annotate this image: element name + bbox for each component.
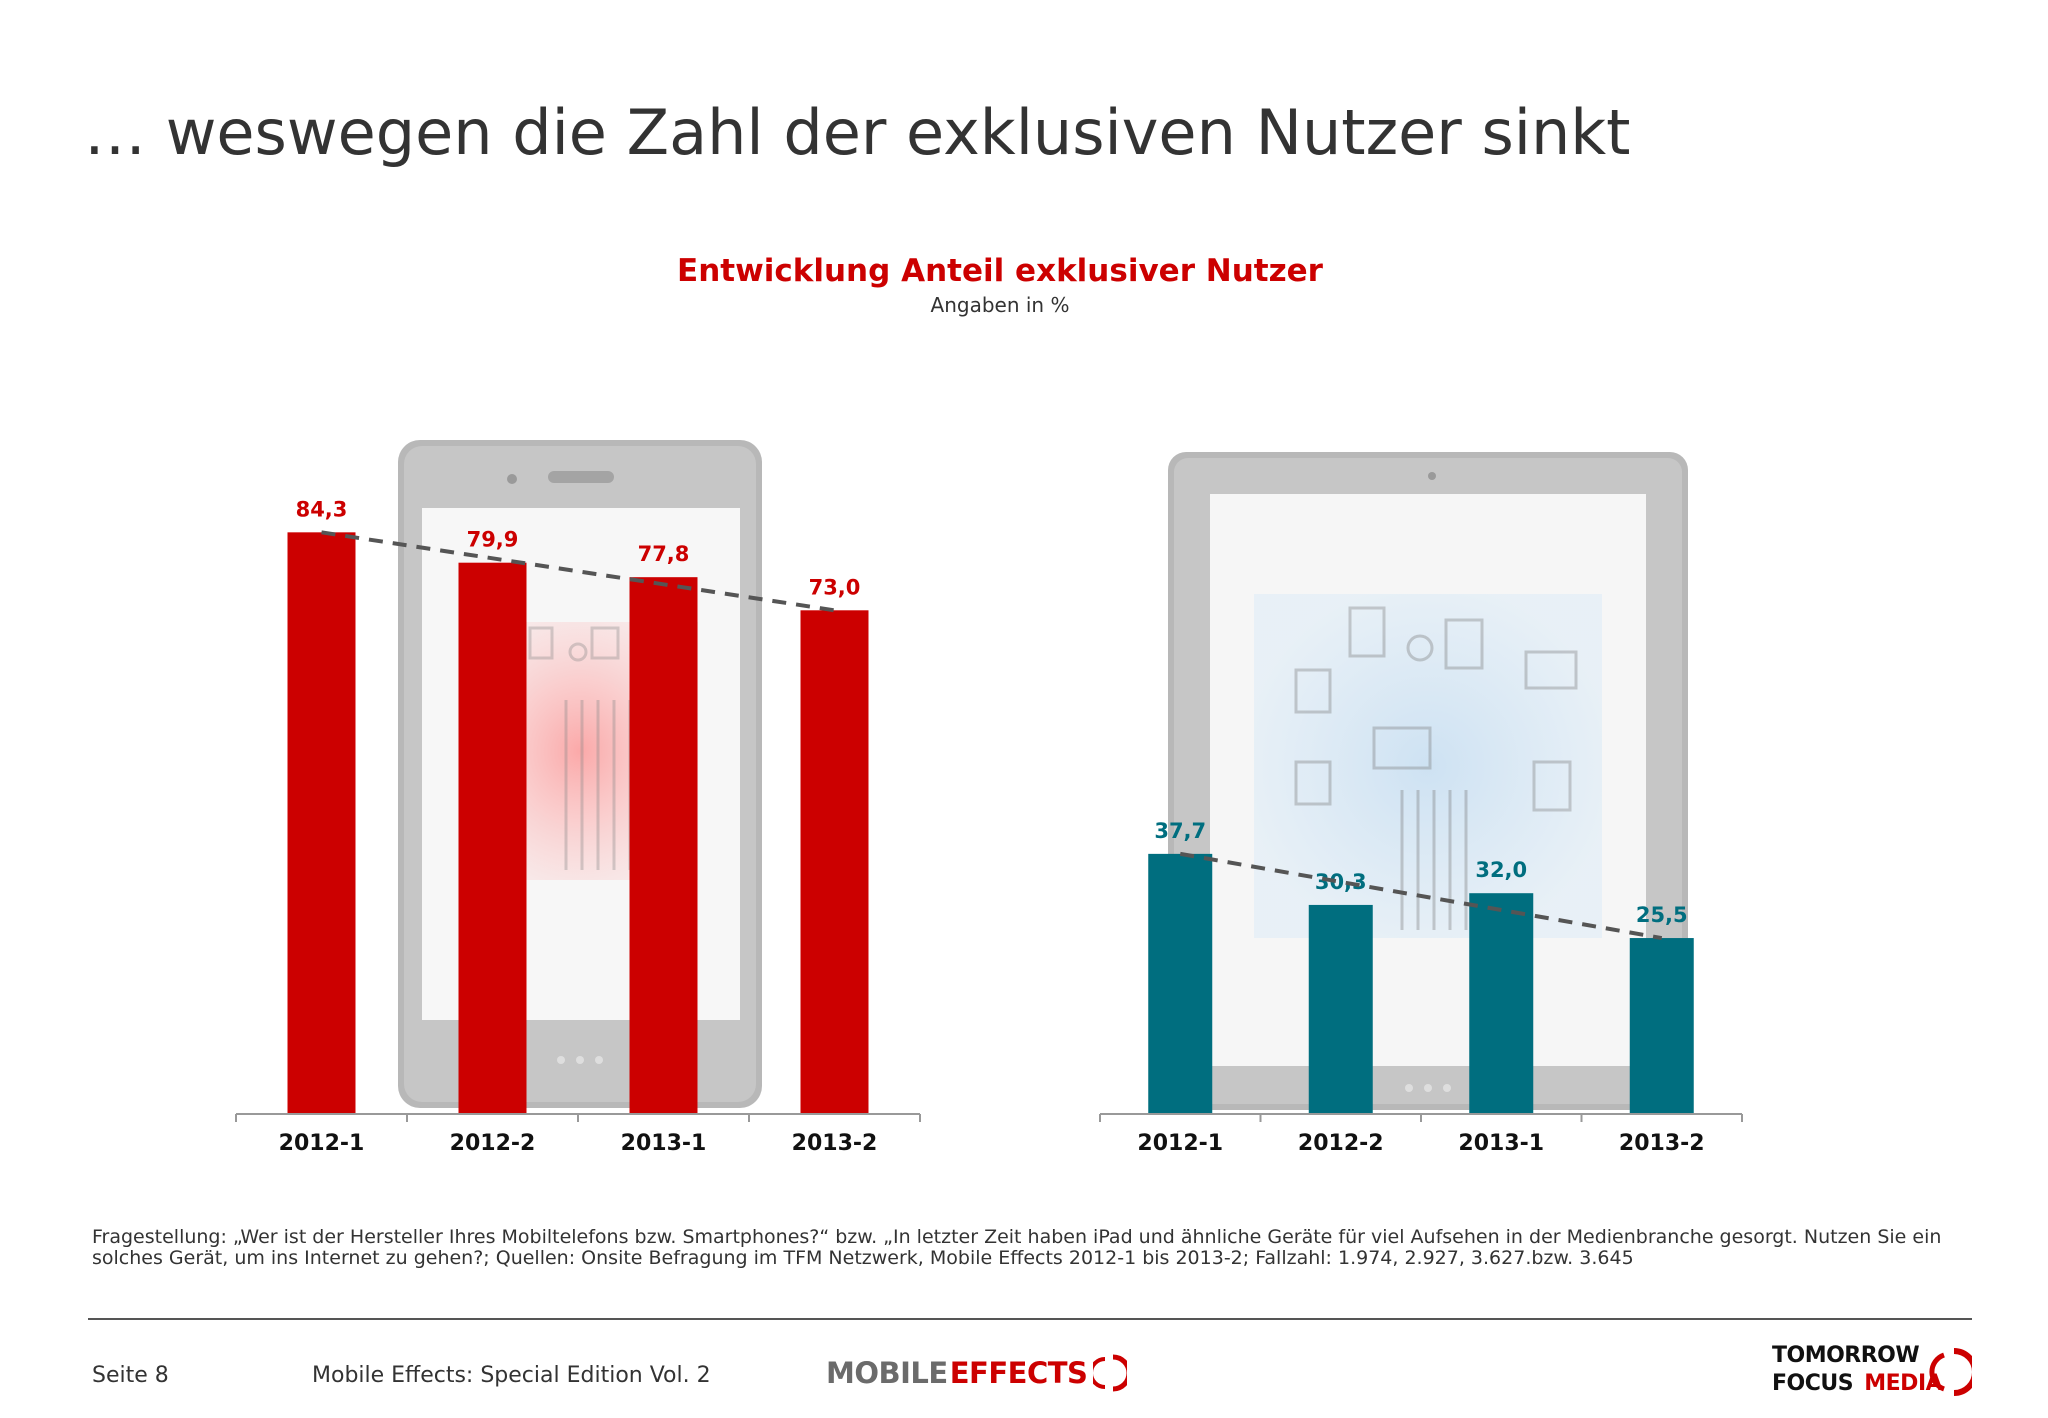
tablet-icon — [1168, 452, 1688, 1110]
page-number: Seite 8 — [92, 1363, 169, 1388]
bar-2013-1 — [629, 577, 698, 1114]
x-tick-label: 2013-2 — [792, 1131, 878, 1156]
tomorrow-focus-media-logo: TOMORROW FOCUS MEDIA — [1772, 1343, 1972, 1401]
x-tick-label: 2013-1 — [1458, 1131, 1544, 1156]
footnote: Fragestellung: „Wer ist der Hersteller I… — [92, 1226, 1942, 1269]
data-label: 79,9 — [467, 528, 519, 552]
logo-line-focus: FOCUS — [1772, 1371, 1854, 1396]
chart-tablet: 37,7 2012-1 30,3 2012-2 32,0 2013-1 25,5 2013-2 — [1099, 819, 1743, 1156]
publication-name: Mobile Effects: Special Edition Vol. 2 — [312, 1363, 711, 1388]
logo-arc-icon — [1929, 1348, 1972, 1396]
chart-smartphone: 84,3 2012-1 79,9 2012-2 77,8 2013-1 73,0 2013-2 — [235, 497, 921, 1156]
x-tick-label: 2013-2 — [1619, 1131, 1705, 1156]
logo-arc-icon — [1093, 1354, 1128, 1392]
data-label: 32,0 — [1475, 858, 1527, 882]
x-tick-label: 2013-1 — [621, 1131, 707, 1156]
trend-line — [321, 530, 835, 613]
charts-canvas: 84,3 2012-1 79,9 2012-2 77,8 2013-1 73,0 2013-2… — [235, 440, 1743, 1156]
logo-line-media: MEDIA — [1864, 1371, 1943, 1396]
data-label: 77,8 — [638, 542, 690, 566]
logo-word-effects: EFFECTS — [949, 1356, 1088, 1390]
data-label: 73,0 — [809, 575, 861, 599]
bar-2012-1 — [1148, 853, 1213, 1114]
logo-word-mobile: MOBILE — [826, 1356, 948, 1390]
bar-2012-1 — [287, 532, 356, 1114]
smartphone-icon — [398, 440, 762, 1108]
logo-line-tomorrow: TOMORROW — [1772, 1343, 1920, 1368]
data-label: 30,3 — [1315, 870, 1367, 894]
x-tick-label: 2012-2 — [450, 1131, 536, 1156]
x-tick-label: 2012-1 — [279, 1131, 365, 1156]
bar-2013-1 — [1469, 893, 1534, 1114]
data-label: 25,5 — [1636, 903, 1688, 927]
trend-line — [1179, 851, 1663, 941]
data-label: 84,3 — [296, 497, 348, 521]
bar-2012-2 — [1308, 904, 1373, 1114]
mobile-effects-logo: MOBILE EFFECTS — [826, 1353, 1128, 1393]
bar-2013-2 — [800, 610, 869, 1114]
chart-subtitle: Angaben in % — [930, 293, 1070, 317]
chart-title: Entwicklung Anteil exklusiver Nutzer — [677, 253, 1323, 289]
data-label: 37,7 — [1154, 819, 1206, 843]
bar-2012-2 — [458, 562, 527, 1114]
footer-divider — [88, 1318, 1972, 1320]
page-title: … weswegen die Zahl der exklusiven Nutze… — [84, 96, 1631, 169]
bar-2013-2 — [1629, 938, 1694, 1114]
x-tick-label: 2012-2 — [1298, 1131, 1384, 1156]
x-tick-label: 2012-1 — [1137, 1131, 1223, 1156]
